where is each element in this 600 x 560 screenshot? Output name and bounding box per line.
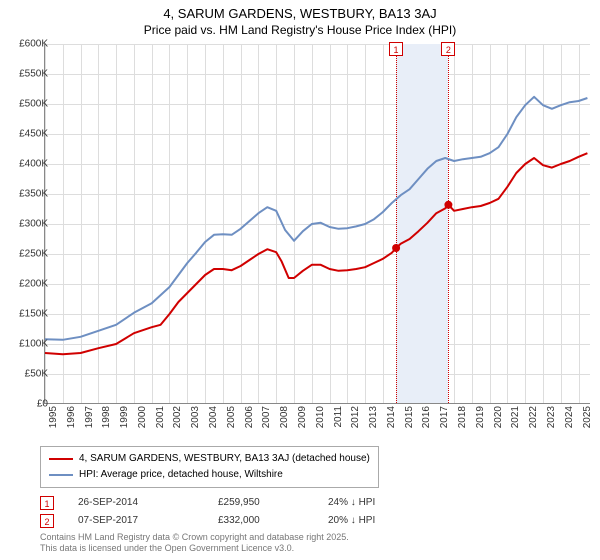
x-axis-label: 2025 — [582, 406, 593, 428]
event-diff: 24% ↓ HPI — [328, 494, 428, 512]
x-axis-label: 2008 — [279, 406, 290, 428]
series-line-hpi — [45, 97, 587, 340]
x-axis-label: 1999 — [119, 406, 130, 428]
x-axis-label: 2016 — [421, 406, 432, 428]
y-axis-label: £50K — [25, 369, 48, 380]
sale-marker-icon — [392, 244, 400, 252]
event-date: 07-SEP-2017 — [78, 512, 218, 530]
x-axis-label: 2014 — [386, 406, 397, 428]
x-axis-label: 1998 — [101, 406, 112, 428]
legend-label: 4, SARUM GARDENS, WESTBURY, BA13 3AJ (de… — [79, 451, 370, 467]
y-axis-label: £200K — [19, 279, 48, 290]
footnote: Contains HM Land Registry data © Crown c… — [40, 532, 349, 554]
events-table: 1 26-SEP-2014 £259,950 24% ↓ HPI 2 07-SE… — [40, 494, 428, 530]
event-price: £259,950 — [218, 494, 328, 512]
chart-subtitle: Price paid vs. HM Land Registry's House … — [0, 23, 600, 39]
event-marker-icon: 1 — [40, 496, 54, 510]
footnote-line: This data is licensed under the Open Gov… — [40, 543, 349, 554]
x-axis-label: 2005 — [226, 406, 237, 428]
x-axis-label: 1995 — [48, 406, 59, 428]
x-axis-label: 2003 — [190, 406, 201, 428]
x-axis-label: 2000 — [137, 406, 148, 428]
event-diff: 20% ↓ HPI — [328, 512, 428, 530]
x-axis-label: 2002 — [172, 406, 183, 428]
event-row: 2 07-SEP-2017 £332,000 20% ↓ HPI — [40, 512, 428, 530]
plot-area: 12 — [44, 44, 590, 404]
legend-label: HPI: Average price, detached house, Wilt… — [79, 467, 283, 483]
event-date: 26-SEP-2014 — [78, 494, 218, 512]
series-line-price_paid — [45, 153, 587, 354]
y-axis-label: £550K — [19, 69, 48, 80]
y-axis-label: £300K — [19, 219, 48, 230]
x-axis-label: 2012 — [350, 406, 361, 428]
chart-title: 4, SARUM GARDENS, WESTBURY, BA13 3AJ — [0, 0, 600, 23]
x-axis-label: 2004 — [208, 406, 219, 428]
x-axis-label: 2019 — [475, 406, 486, 428]
sale-marker-icon — [444, 201, 452, 209]
legend-swatch-icon — [49, 474, 73, 476]
x-axis-label: 2023 — [546, 406, 557, 428]
x-axis-label: 1996 — [66, 406, 77, 428]
y-axis-label: £450K — [19, 129, 48, 140]
x-axis-label: 2013 — [368, 406, 379, 428]
x-axis-label: 2007 — [261, 406, 272, 428]
x-axis-label: 2001 — [155, 406, 166, 428]
y-axis-label: £250K — [19, 249, 48, 260]
legend: 4, SARUM GARDENS, WESTBURY, BA13 3AJ (de… — [40, 446, 379, 488]
x-axis-label: 2020 — [493, 406, 504, 428]
y-axis-label: £400K — [19, 159, 48, 170]
x-axis-label: 2009 — [297, 406, 308, 428]
y-axis-label: £0 — [37, 399, 48, 410]
x-axis-label: 2022 — [528, 406, 539, 428]
y-axis-label: £600K — [19, 39, 48, 50]
legend-swatch-icon — [49, 458, 73, 460]
y-axis-label: £350K — [19, 189, 48, 200]
legend-item-hpi: HPI: Average price, detached house, Wilt… — [49, 467, 370, 483]
x-axis-label: 2017 — [439, 406, 450, 428]
event-price: £332,000 — [218, 512, 328, 530]
x-axis-label: 2024 — [564, 406, 575, 428]
x-axis-label: 2010 — [315, 406, 326, 428]
y-axis-label: £150K — [19, 309, 48, 320]
chart-container: 4, SARUM GARDENS, WESTBURY, BA13 3AJ Pri… — [0, 0, 600, 560]
x-axis-label: 2021 — [510, 406, 521, 428]
x-axis-label: 1997 — [84, 406, 95, 428]
line-chart-svg — [45, 44, 591, 404]
x-axis-label: 2018 — [457, 406, 468, 428]
y-axis-label: £500K — [19, 99, 48, 110]
legend-item-price-paid: 4, SARUM GARDENS, WESTBURY, BA13 3AJ (de… — [49, 451, 370, 467]
x-axis-label: 2011 — [333, 406, 344, 428]
x-axis-label: 2015 — [404, 406, 415, 428]
y-axis-label: £100K — [19, 339, 48, 350]
footnote-line: Contains HM Land Registry data © Crown c… — [40, 532, 349, 543]
event-row: 1 26-SEP-2014 £259,950 24% ↓ HPI — [40, 494, 428, 512]
x-axis-label: 2006 — [244, 406, 255, 428]
event-marker-icon: 2 — [40, 514, 54, 528]
